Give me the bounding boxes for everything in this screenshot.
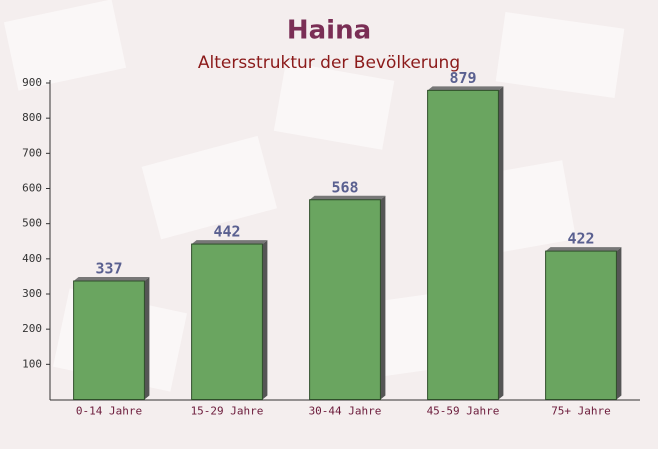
value-label: 422 bbox=[567, 230, 594, 248]
bar-shadow bbox=[427, 86, 504, 91]
bar-shadow bbox=[191, 240, 268, 245]
bar-shadow bbox=[309, 195, 386, 200]
value-label: 879 bbox=[449, 69, 476, 87]
bar-shadow bbox=[262, 240, 268, 400]
bar bbox=[191, 243, 263, 400]
bar-shadow bbox=[144, 276, 150, 400]
y-tick-label: 500 bbox=[22, 217, 42, 230]
value-label: 337 bbox=[95, 259, 122, 277]
x-tick-label: 45-59 Jahre bbox=[427, 405, 500, 418]
y-tick-label: 900 bbox=[22, 76, 42, 89]
y-tick-label: 200 bbox=[22, 322, 42, 335]
bar-shadow bbox=[545, 247, 622, 252]
x-tick-label: 30-44 Jahre bbox=[309, 405, 382, 418]
bar-shadow bbox=[380, 195, 386, 400]
bar bbox=[73, 280, 145, 401]
x-tick-label: 0-14 Jahre bbox=[76, 405, 142, 418]
y-tick-label: 400 bbox=[22, 252, 42, 265]
bar bbox=[545, 250, 617, 400]
bar bbox=[427, 89, 499, 400]
y-tick-label: 700 bbox=[22, 146, 42, 159]
y-tick-label: 600 bbox=[22, 182, 42, 195]
bar-shadow bbox=[616, 247, 622, 400]
bar bbox=[309, 199, 381, 400]
x-tick-label: 75+ Jahre bbox=[551, 405, 611, 418]
y-tick-label: 100 bbox=[22, 357, 42, 370]
chart-title: Haina bbox=[287, 16, 371, 46]
y-tick-label: 800 bbox=[22, 111, 42, 124]
chart-subtitle: Altersstruktur der Bevölkerung bbox=[198, 53, 460, 73]
bar-shadow bbox=[498, 86, 504, 400]
value-label: 568 bbox=[331, 178, 358, 196]
value-label: 442 bbox=[213, 223, 240, 241]
bar-shadow bbox=[73, 276, 150, 281]
x-tick-label: 15-29 Jahre bbox=[191, 405, 264, 418]
y-tick-label: 300 bbox=[22, 287, 42, 300]
